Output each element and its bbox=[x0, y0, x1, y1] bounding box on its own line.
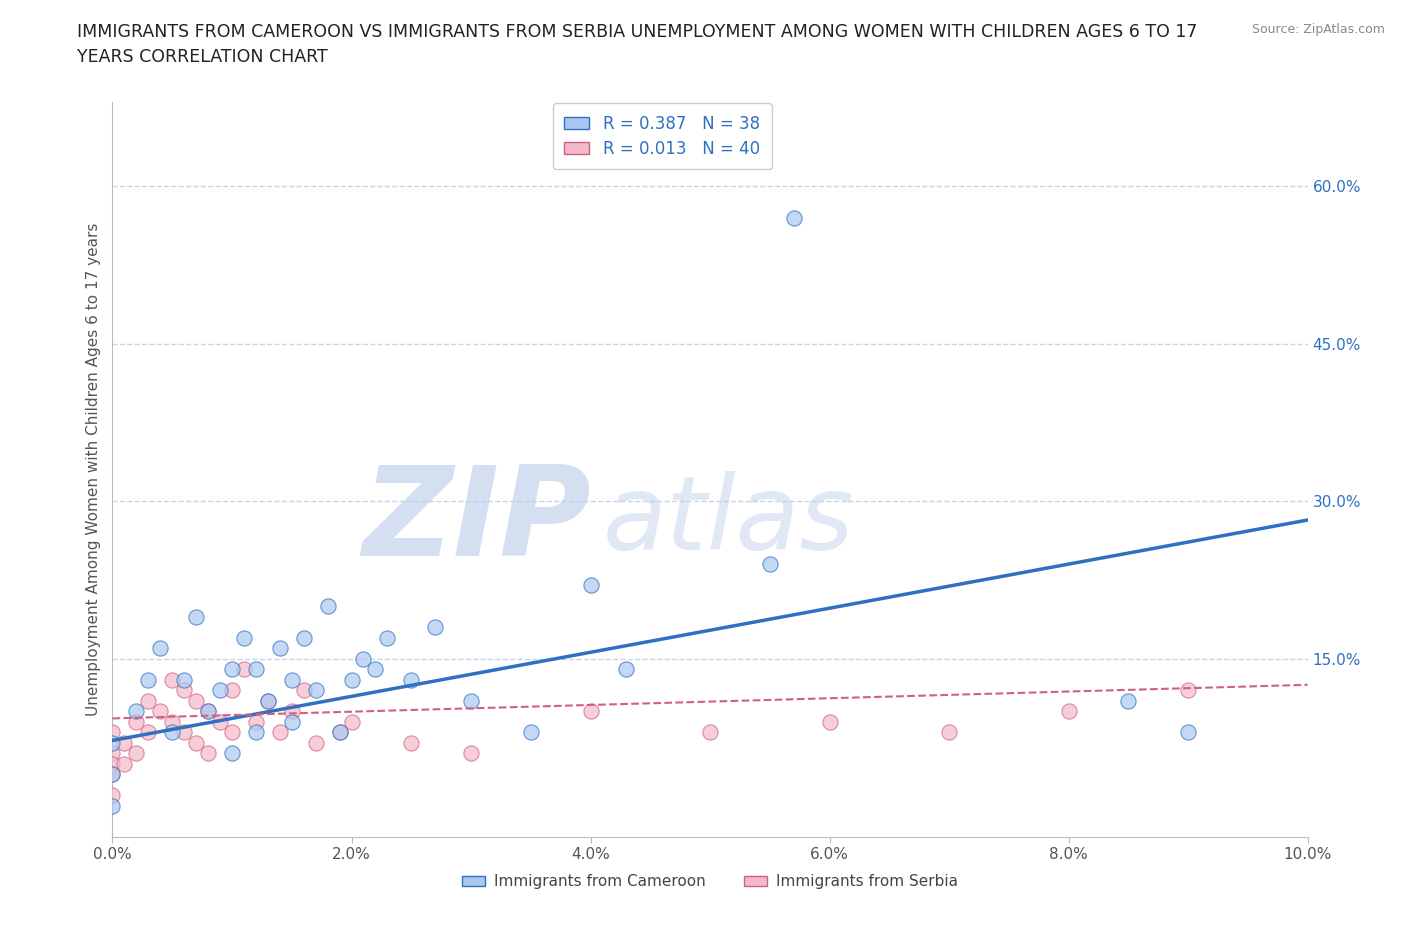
Point bbox=[269, 724, 291, 739]
Y-axis label: Unemployment Among Women with Children Ages 6 to 17 years: Unemployment Among Women with Children A… bbox=[86, 223, 101, 716]
Point bbox=[162, 714, 183, 729]
Point bbox=[818, 714, 841, 729]
Point bbox=[101, 756, 124, 771]
Point bbox=[186, 693, 208, 708]
Point bbox=[162, 672, 183, 687]
Point bbox=[173, 683, 195, 698]
Point bbox=[114, 756, 135, 771]
Point bbox=[305, 683, 328, 698]
Point bbox=[292, 683, 315, 698]
Point bbox=[579, 578, 602, 592]
Point bbox=[520, 724, 543, 739]
Text: atlas: atlas bbox=[603, 472, 853, 571]
Point bbox=[257, 693, 280, 708]
Point bbox=[425, 619, 447, 634]
Point bbox=[281, 714, 304, 729]
Point bbox=[125, 746, 148, 761]
Point bbox=[125, 714, 148, 729]
Point bbox=[401, 672, 423, 687]
Point bbox=[101, 788, 124, 803]
Point bbox=[197, 704, 219, 719]
Point bbox=[353, 651, 375, 666]
Point bbox=[149, 704, 172, 719]
Point bbox=[305, 735, 328, 750]
Point bbox=[1177, 724, 1199, 739]
Point bbox=[364, 661, 387, 676]
Point bbox=[245, 714, 267, 729]
Point bbox=[245, 724, 267, 739]
Point bbox=[783, 210, 806, 225]
Point bbox=[938, 724, 960, 739]
Point bbox=[209, 683, 232, 698]
Point bbox=[316, 599, 339, 614]
Point bbox=[460, 693, 482, 708]
Point bbox=[699, 724, 721, 739]
Point bbox=[245, 661, 267, 676]
Point bbox=[579, 704, 602, 719]
Point bbox=[197, 746, 219, 761]
Point bbox=[257, 693, 280, 708]
Point bbox=[281, 704, 304, 719]
Point bbox=[138, 693, 160, 708]
Point bbox=[340, 672, 363, 687]
Point bbox=[221, 724, 243, 739]
Point bbox=[101, 766, 124, 781]
Point bbox=[162, 724, 183, 739]
Point bbox=[460, 746, 482, 761]
Point bbox=[101, 798, 124, 813]
Legend: R = 0.387   N = 38, R = 0.013   N = 40: R = 0.387 N = 38, R = 0.013 N = 40 bbox=[553, 103, 772, 169]
Point bbox=[101, 724, 124, 739]
Point bbox=[221, 683, 243, 698]
Point bbox=[233, 631, 256, 645]
Point bbox=[377, 631, 399, 645]
Point bbox=[197, 704, 219, 719]
Point bbox=[221, 746, 243, 761]
Point bbox=[173, 724, 195, 739]
Point bbox=[101, 735, 124, 750]
Point bbox=[340, 714, 363, 729]
Point bbox=[281, 672, 304, 687]
Point bbox=[138, 724, 160, 739]
Point bbox=[1177, 683, 1199, 698]
Text: YEARS CORRELATION CHART: YEARS CORRELATION CHART bbox=[77, 48, 328, 66]
Point bbox=[329, 724, 352, 739]
Point bbox=[114, 735, 135, 750]
Point bbox=[173, 672, 195, 687]
Point bbox=[101, 766, 124, 781]
Point bbox=[269, 641, 291, 656]
Point bbox=[221, 661, 243, 676]
Text: IMMIGRANTS FROM CAMEROON VS IMMIGRANTS FROM SERBIA UNEMPLOYMENT AMONG WOMEN WITH: IMMIGRANTS FROM CAMEROON VS IMMIGRANTS F… bbox=[77, 23, 1198, 41]
Point bbox=[1118, 693, 1140, 708]
Point bbox=[292, 631, 315, 645]
Point bbox=[138, 672, 160, 687]
Point bbox=[616, 661, 638, 676]
Text: ZIP: ZIP bbox=[361, 460, 591, 581]
Point bbox=[1057, 704, 1080, 719]
Point bbox=[759, 557, 782, 572]
Point bbox=[186, 735, 208, 750]
Point bbox=[125, 704, 148, 719]
Point bbox=[149, 641, 172, 656]
Point bbox=[101, 746, 124, 761]
Point bbox=[209, 714, 232, 729]
Point bbox=[186, 609, 208, 624]
Point bbox=[329, 724, 352, 739]
Point bbox=[233, 661, 256, 676]
Text: Source: ZipAtlas.com: Source: ZipAtlas.com bbox=[1251, 23, 1385, 36]
Point bbox=[401, 735, 423, 750]
